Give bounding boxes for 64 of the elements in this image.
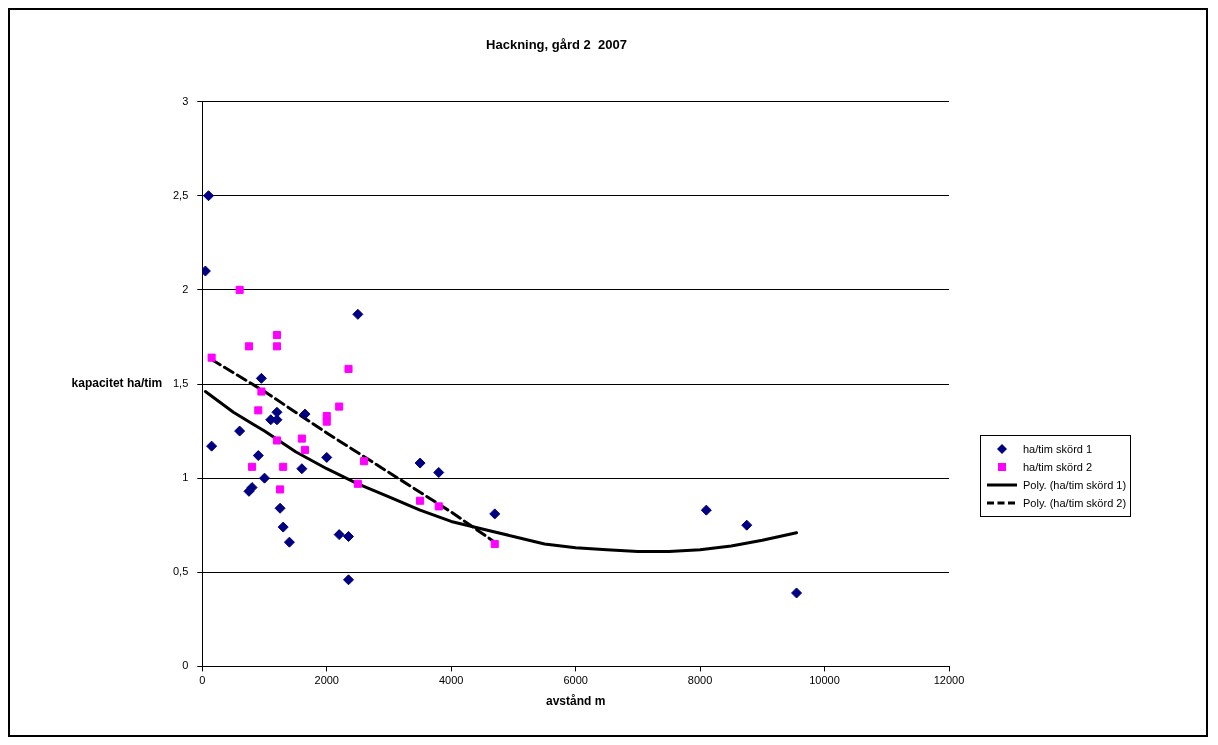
point [296,463,308,475]
y-tick-label: 1,5 [172,377,189,390]
point [489,508,501,520]
point [244,342,253,351]
point [344,364,353,373]
point [490,539,499,549]
point [434,502,443,511]
point [321,451,333,463]
point [360,457,369,466]
x-tick-label: 4000 [438,674,464,687]
point [277,521,289,533]
x-axis-title: avstånd m [545,694,606,709]
point [257,387,266,396]
point [248,462,257,471]
chart-title: Hackning, gård 2 2007 [486,37,627,53]
point [252,450,264,462]
legend-label: ha/tim skörd 2 [1023,461,1093,473]
y-tick-label: 2 [182,282,189,295]
x-tick-label: 0 [199,674,206,687]
x-tick-label: 10000 [809,674,840,687]
point [235,285,244,294]
point [254,406,263,415]
legend-label: Poly. (ha/tim skörd 1) [1023,479,1127,491]
point [259,472,271,484]
point [353,479,362,488]
legend-label: ha/tim skörd 1 [1023,443,1093,455]
point [255,372,267,384]
point [272,436,281,445]
point [283,536,295,548]
y-tick-label: 0,5 [172,565,189,578]
point [206,440,218,452]
point [333,529,345,541]
point [207,353,216,362]
y-axis-title: kapacitet ha/tim [71,376,163,391]
x-tick-label: 8000 [687,674,713,687]
point [272,331,281,340]
point [279,462,288,471]
point [274,502,286,514]
point [416,496,425,505]
point [791,587,803,599]
point [203,190,215,202]
point [276,485,285,494]
point [352,308,364,320]
point [300,445,309,454]
point [343,531,355,542]
point [700,504,712,516]
legend-label: Poly. (ha/tim skörd 2) [1023,497,1127,509]
point [272,342,281,351]
point [414,457,426,469]
point [297,434,306,443]
point [234,425,246,437]
x-tick-label: 12000 [933,674,965,687]
point [322,417,331,426]
y-tick-label: 3 [182,94,189,107]
x-tick-label: 6000 [563,674,588,687]
y-tick-label: 2,5 [172,188,189,201]
x-tick-label: 2000 [314,674,339,687]
point [343,574,355,586]
y-tick-label: 0 [182,659,189,672]
point [433,466,445,478]
point [741,519,753,531]
point [335,402,344,411]
y-tick-label: 1 [182,471,189,484]
point [299,408,311,420]
